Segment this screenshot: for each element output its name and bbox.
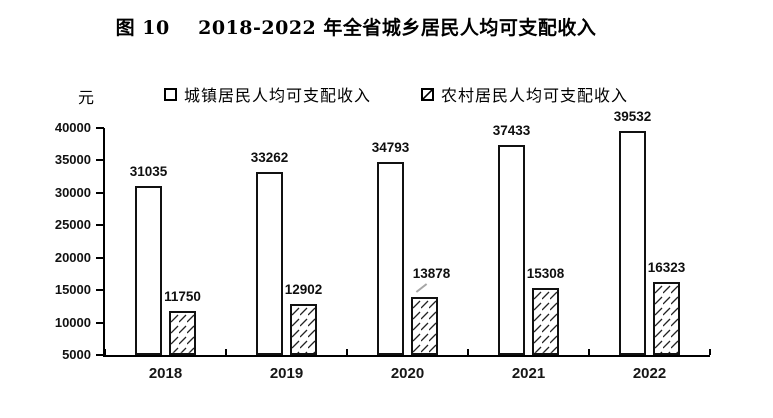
category-group-2021: 2021 37433 15308	[468, 123, 589, 382]
x-axis-tick	[709, 349, 711, 355]
hatch-pattern	[655, 283, 678, 353]
x-axis-tick-label: 2022	[632, 365, 667, 382]
category-group-2018: 2018 31035 11750	[105, 128, 226, 382]
bar-value-label: 11750	[164, 289, 201, 305]
y-axis-tick-label: 40000	[54, 120, 91, 135]
x-axis-tick	[225, 349, 227, 355]
figure-title: 图 10 2018-2022 年全省城乡居民人均可支配收入	[115, 17, 597, 39]
rural-series-marker-icon	[421, 87, 435, 101]
y-axis-unit-label: 元	[78, 88, 95, 107]
bar-value-label: 34793	[371, 139, 410, 155]
hatch-pattern	[413, 299, 436, 353]
y-axis-tick	[96, 127, 104, 129]
hatch-pattern	[292, 305, 315, 353]
bar-urban-2019	[256, 171, 283, 355]
category-group-2020: 2020 34793 13878	[347, 128, 468, 382]
y-axis-tick-label: 10000	[54, 314, 91, 330]
bar-value-label: 31035	[129, 164, 168, 180]
legend-item-urban: 城镇居民人均可支配收入	[164, 82, 371, 106]
legend-item-rural: 农村居民人均可支配收入	[421, 82, 628, 106]
plot-area: 5000 10000 15000 20000 25000 30000 35000 40000 2…	[55, 110, 711, 382]
y-axis-tick	[96, 354, 104, 356]
urban-series-marker-icon	[164, 87, 177, 101]
bar-urban-2021	[498, 144, 525, 355]
x-axis-tick-label: 2020	[390, 365, 425, 382]
hatch-pattern	[171, 313, 194, 353]
legend-label-urban: 城镇居民人均可支配收入	[184, 86, 372, 105]
y-axis-tick-label: 5000	[62, 347, 91, 362]
category-group-2022: 2022 39532 16323	[589, 110, 710, 382]
y-axis-tick	[96, 289, 104, 292]
y-axis-tick-label: 15000	[54, 282, 91, 298]
y-axis-tick	[96, 256, 104, 259]
y-axis-tick-label: 25000	[54, 217, 91, 233]
y-axis-tick-label: 30000	[54, 184, 91, 200]
bar-value-label: 33262	[250, 149, 289, 165]
x-axis-tick	[104, 349, 106, 355]
x-axis-tick-label: 2021	[511, 365, 546, 382]
legend-label-rural: 农村居民人均可支配收入	[441, 86, 629, 105]
legend: 城镇居民人均可支配收入 农村居民人均可支配收入	[164, 82, 628, 106]
label-leader-line	[415, 283, 427, 294]
y-axis-tick	[96, 159, 104, 162]
x-axis-tick-label: 2019	[269, 365, 304, 382]
bar-urban-2022	[619, 131, 646, 355]
y-axis-tick-label: 20000	[54, 249, 91, 265]
bar-rural-2019	[290, 303, 317, 355]
category-group-2019: 2019 33262 12902	[226, 128, 347, 382]
bar-rural-2018	[169, 311, 196, 355]
bar-urban-2018	[135, 186, 162, 355]
hatch-pattern	[534, 290, 557, 353]
x-axis-tick	[588, 349, 590, 355]
x-axis-tick	[346, 349, 348, 355]
bar-value-label: 13878	[412, 266, 451, 282]
bar-value-label: 39532	[613, 109, 652, 125]
y-axis-tick	[96, 321, 104, 324]
x-axis-tick	[467, 349, 469, 355]
bar-rural-2020	[411, 297, 438, 355]
x-axis-tick-label: 2018	[148, 365, 183, 382]
bar-value-label: 37433	[492, 122, 531, 138]
bar-value-label: 16323	[647, 259, 686, 275]
y-axis-tick	[96, 224, 104, 227]
bar-rural-2022	[653, 281, 680, 355]
y-axis-tick	[96, 191, 104, 194]
bar-urban-2020	[377, 161, 404, 355]
y-axis-tick-label: 35000	[54, 152, 91, 168]
bar-value-label: 12902	[284, 281, 323, 297]
bar-value-label: 15308	[526, 266, 565, 282]
bar-rural-2021	[532, 288, 559, 355]
